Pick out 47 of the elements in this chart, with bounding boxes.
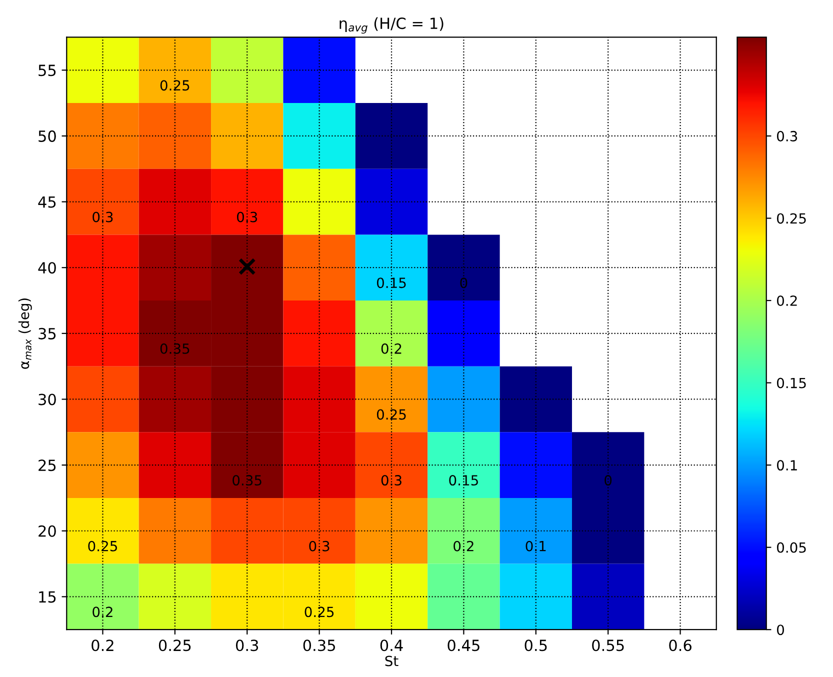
- annotation: 0.2: [454, 540, 474, 552]
- annotation: 0.1: [526, 540, 546, 552]
- annotation: 0.25: [376, 409, 406, 420]
- y-tick-label: 25: [38, 460, 56, 472]
- color-bar-label: 0.05: [777, 542, 806, 553]
- color-bar-label: 0.2: [777, 295, 797, 306]
- y-axis-title: α$_{max}$ (deg): [18, 298, 32, 369]
- x-axis-title: St: [385, 656, 398, 666]
- x-tick-label: 0.2: [92, 640, 114, 652]
- annotation: 0.3: [92, 212, 113, 222]
- color-bar-label: 0: [777, 624, 784, 636]
- annotation: 0.25: [88, 540, 117, 552]
- x-tick-label: 0.35: [303, 640, 335, 652]
- x-tick-label: 0.6: [669, 640, 692, 652]
- y-tick-label: 40: [38, 262, 56, 274]
- x-tick-label: 0.4: [380, 640, 403, 652]
- x-tick-label: 0.3: [236, 640, 258, 652]
- annotation: 0.3: [309, 540, 330, 552]
- x-tick-label: 0.25: [158, 640, 191, 652]
- y-tick-label: 30: [38, 394, 56, 406]
- annotation: 0.2: [92, 606, 112, 618]
- annotation: 0.35: [232, 475, 262, 486]
- x-tick-label: 0.55: [592, 640, 624, 652]
- y-tick-label: 55: [38, 64, 56, 76]
- annotation: 0.35: [160, 343, 190, 354]
- y-tick-label: 20: [38, 525, 56, 537]
- color-bar-label: 0.3: [777, 130, 798, 142]
- y-tick-label: 45: [38, 196, 56, 208]
- annotation: 0.2: [381, 343, 402, 354]
- annotation: 0: [460, 278, 468, 288]
- annotation: ×: [238, 258, 256, 275]
- annotation: 0.25: [304, 606, 334, 618]
- color-bar-label: 0.25: [777, 213, 806, 224]
- y-tick-label: 35: [38, 328, 56, 340]
- annotation: 0.3: [381, 475, 402, 486]
- x-tick-label: 0.5: [524, 640, 547, 652]
- annotation: 0.25: [160, 80, 190, 91]
- y-tick-label: 15: [39, 591, 56, 603]
- annotation: 0: [604, 475, 612, 486]
- annotation: 0.15: [376, 278, 406, 288]
- annotation: 0.15: [449, 475, 478, 486]
- color-bar-label: 0.1: [777, 460, 797, 471]
- color-bar-label: 0.15: [777, 378, 806, 388]
- annotation: 0.3: [236, 212, 258, 222]
- chart-title: η$_{avg}$ (H/C = 1): [340, 17, 444, 34]
- y-tick-label: 50: [38, 130, 56, 142]
- x-tick-label: 0.45: [448, 640, 480, 652]
